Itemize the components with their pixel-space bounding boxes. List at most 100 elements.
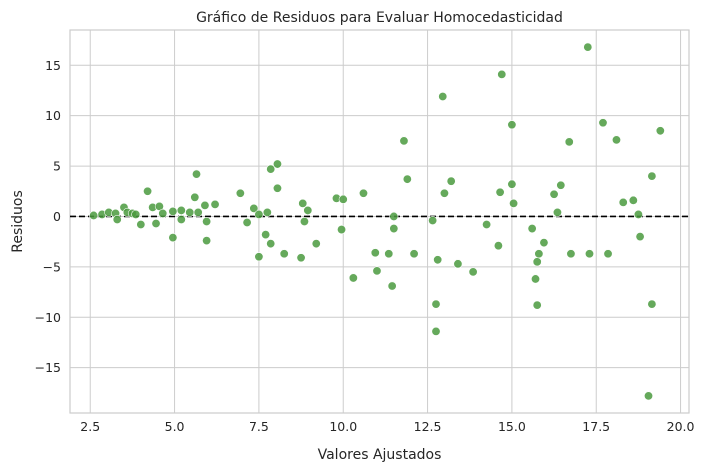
data-point <box>647 171 657 181</box>
y-tick-label: 15 <box>45 58 61 73</box>
y-tick-label: 0 <box>53 209 61 224</box>
data-points <box>89 42 665 401</box>
data-point <box>532 257 542 267</box>
data-point <box>618 197 628 207</box>
data-point <box>493 241 503 251</box>
data-point <box>389 224 399 234</box>
data-point <box>507 179 517 189</box>
data-point <box>279 249 289 259</box>
data-point <box>266 164 276 174</box>
data-point <box>399 136 409 146</box>
data-point <box>531 274 541 284</box>
tick-labels: 2.5 5.0 7.5 10.0 12.5 15.0 17.5 20.0 −15 −10 −5 0 5 1… <box>35 58 695 434</box>
data-point <box>584 249 594 259</box>
plot-frame <box>69 29 690 414</box>
data-point <box>210 199 220 209</box>
data-point <box>262 207 272 217</box>
x-tick-label: 7.5 <box>249 419 269 434</box>
grid-lines <box>70 30 689 413</box>
y-axis-label: Residuos <box>10 190 26 253</box>
data-point <box>372 266 382 276</box>
data-point <box>603 249 613 259</box>
data-point <box>482 220 492 230</box>
x-tick-label: 2.5 <box>80 419 100 434</box>
x-tick-label: 5.0 <box>165 419 185 434</box>
data-point <box>168 206 178 216</box>
data-point <box>143 186 153 196</box>
data-point <box>647 299 657 309</box>
data-point <box>191 169 201 179</box>
x-tick-label: 17.5 <box>582 419 610 434</box>
data-point <box>438 92 448 102</box>
data-point <box>358 188 368 198</box>
data-point <box>338 194 348 204</box>
data-point <box>158 208 168 218</box>
data-point <box>348 273 358 283</box>
data-point <box>509 198 519 208</box>
data-point <box>272 159 282 169</box>
data-point <box>384 249 394 259</box>
data-point <box>439 188 449 198</box>
data-point <box>598 118 608 128</box>
x-axis-label: Valores Ajustados <box>318 447 442 463</box>
data-point <box>299 217 309 227</box>
data-point <box>527 224 537 234</box>
data-point <box>261 230 271 240</box>
data-point <box>202 217 212 227</box>
data-point <box>433 255 443 265</box>
data-point <box>655 126 665 136</box>
data-point <box>89 210 99 220</box>
data-point <box>431 299 441 309</box>
chart-title: Gráfico de Residuos para Evaluar Homoced… <box>196 10 563 26</box>
data-point <box>311 239 321 249</box>
data-point <box>151 219 161 229</box>
data-point <box>296 253 306 263</box>
data-point <box>409 249 419 259</box>
data-point <box>611 135 621 145</box>
data-point <box>552 207 562 217</box>
y-tick-label: −5 <box>43 259 61 274</box>
y-tick-label: 10 <box>45 108 61 123</box>
data-point <box>266 239 276 249</box>
data-point <box>549 189 559 199</box>
y-tick-label: 5 <box>53 159 61 174</box>
data-point <box>254 209 264 219</box>
data-point <box>628 195 638 205</box>
data-point <box>176 214 186 224</box>
x-tick-label: 10.0 <box>329 419 357 434</box>
y-tick-label: −10 <box>35 310 61 325</box>
data-point <box>387 281 397 291</box>
data-point <box>633 209 643 219</box>
data-point <box>298 198 308 208</box>
data-point <box>303 205 313 215</box>
data-point <box>136 220 146 230</box>
data-point <box>453 259 463 269</box>
data-point <box>254 252 264 262</box>
data-point <box>468 267 478 277</box>
data-point <box>168 233 178 243</box>
data-point <box>534 249 544 259</box>
data-point <box>235 188 245 198</box>
data-point <box>112 214 122 224</box>
data-point <box>446 176 456 186</box>
x-tick-label: 12.5 <box>414 419 442 434</box>
data-point <box>242 218 252 228</box>
data-point <box>507 120 517 130</box>
data-point <box>193 207 203 217</box>
data-point <box>389 211 399 221</box>
data-point <box>370 248 380 258</box>
data-point <box>185 207 195 217</box>
data-point <box>272 183 282 193</box>
data-point <box>176 205 186 215</box>
x-tick-label: 20.0 <box>667 419 695 434</box>
data-point <box>564 137 574 147</box>
data-point <box>249 203 259 213</box>
data-point <box>497 69 507 79</box>
data-point <box>583 42 593 52</box>
data-point <box>200 200 210 210</box>
data-point <box>539 238 549 248</box>
data-point <box>431 326 441 336</box>
y-tick-label: −15 <box>35 360 61 375</box>
data-point <box>190 192 200 202</box>
